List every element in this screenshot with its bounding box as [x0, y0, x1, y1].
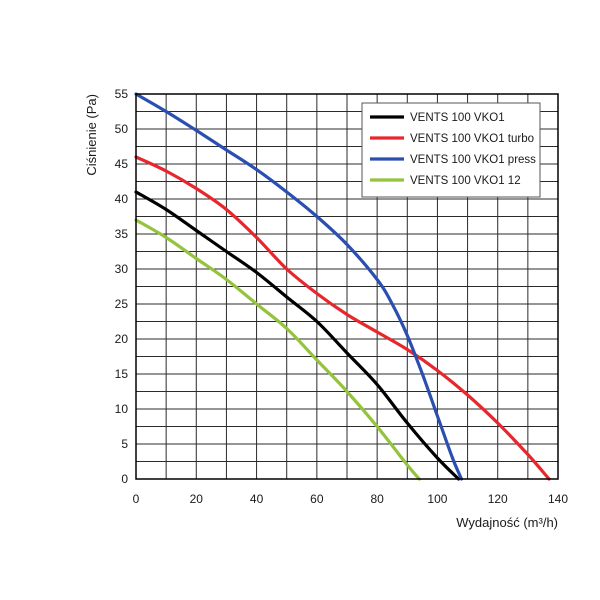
y-tick-label: 5: [121, 437, 128, 451]
x-axis-label: Wydajność (m³/h): [456, 515, 558, 530]
y-tick-label: 40: [115, 192, 129, 206]
series-line-4: [134, 218, 421, 481]
y-tick-label: 55: [115, 87, 129, 101]
legend-label-2: VENTS 100 VKO1 turbo: [410, 133, 534, 145]
y-tick-label: 20: [115, 332, 129, 346]
x-tick-label: 80: [370, 492, 384, 506]
plot-frame: [135, 93, 559, 480]
legend-label-3: VENTS 100 VKO1 press: [410, 154, 536, 166]
y-tick-label: 50: [115, 122, 129, 136]
series-line-3: [134, 92, 464, 481]
series-line-2: [134, 155, 551, 481]
x-tick-labels: 0 20 40 60 80 100 120 140: [133, 492, 569, 506]
x-tick-label: 40: [250, 492, 264, 506]
y-tick-label: 25: [115, 297, 129, 311]
legend-box: [361, 102, 541, 198]
x-tick-label: 140: [548, 492, 568, 506]
x-tick-label: 0: [133, 492, 140, 506]
y-tick-label: 35: [115, 227, 129, 241]
y-tick-label: 30: [115, 262, 129, 276]
y-tick-label: 10: [115, 402, 129, 416]
x-tick-label: 60: [310, 492, 324, 506]
y-tick-label: 15: [115, 367, 129, 381]
y-tick-label: 45: [115, 157, 129, 171]
legend-label-4: VENTS 100 VKO1 12: [410, 175, 521, 187]
y-tick-labels: 0 5 10 15 20 25 30 35 40 45 50 55: [115, 87, 129, 486]
legend: VENTS 100 VKO1 VENTS 100 VKO1 turbo VENTS …: [361, 102, 541, 198]
legend-label-1: VENTS 100 VKO1: [410, 112, 505, 124]
x-tick-label: 20: [190, 492, 204, 506]
series-line-1: [134, 190, 461, 481]
y-axis-label: Ciśnienie (Pa): [84, 94, 99, 176]
x-tick-label: 100: [427, 492, 447, 506]
series-lines: [134, 92, 551, 481]
x-tick-label: 120: [488, 492, 508, 506]
y-tick-label: 0: [121, 472, 128, 486]
